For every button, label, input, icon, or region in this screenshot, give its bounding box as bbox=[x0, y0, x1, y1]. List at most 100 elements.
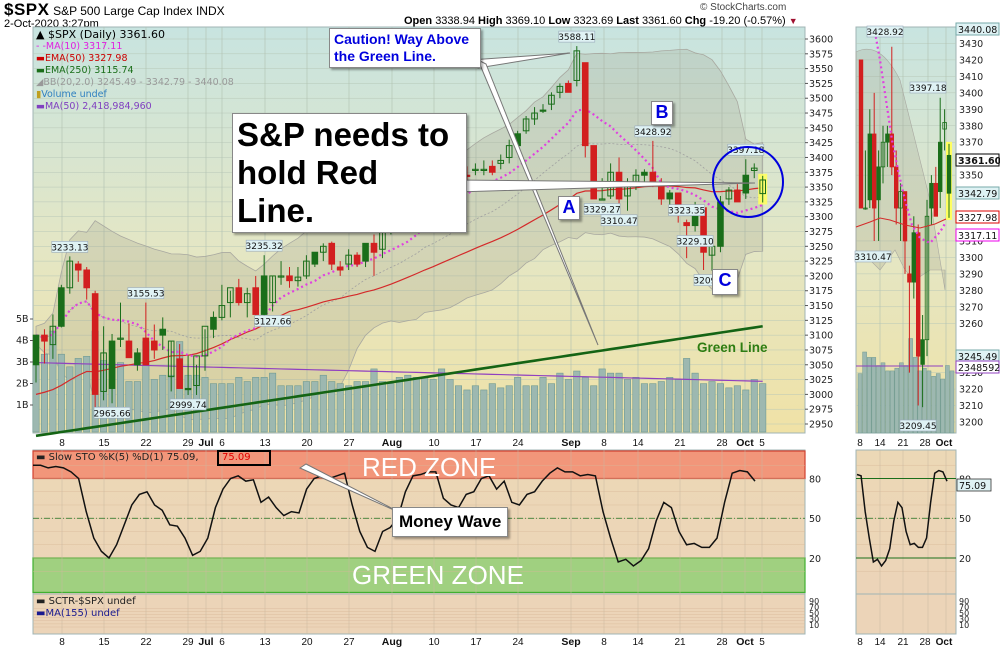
legend: ▲ $SPX (Daily) 3361.60 - -MA(10) 3317.11… bbox=[36, 29, 234, 113]
svg-text:6: 6 bbox=[219, 637, 225, 648]
legend-ma10-text: MA(10) 3317.11 bbox=[45, 41, 123, 52]
svg-text:13: 13 bbox=[259, 637, 271, 648]
svg-text:3327.98: 3327.98 bbox=[958, 213, 997, 224]
svg-text:50: 50 bbox=[959, 609, 969, 618]
legend-bb: ◢BB(20,2.0) 3245.49 - 3342.79 - 3440.08 bbox=[36, 77, 234, 88]
svg-text:8: 8 bbox=[59, 637, 65, 648]
svg-text:3450: 3450 bbox=[809, 123, 833, 134]
svg-text:80: 80 bbox=[809, 474, 821, 485]
svg-text:Oct: Oct bbox=[936, 438, 953, 449]
svg-text:2975: 2975 bbox=[809, 405, 833, 416]
legend-volume-text: Volume undef bbox=[41, 89, 107, 100]
sto-legend-text: Slow STO %K(5) %D(1) 75.09, bbox=[48, 452, 199, 463]
svg-text:Aug: Aug bbox=[382, 636, 402, 648]
label-a: A bbox=[558, 196, 580, 220]
svg-text:14: 14 bbox=[632, 438, 644, 449]
svg-text:3280: 3280 bbox=[959, 286, 983, 297]
svg-text:3310.47: 3310.47 bbox=[854, 253, 891, 263]
svg-text:15: 15 bbox=[98, 637, 110, 648]
svg-text:3175: 3175 bbox=[809, 286, 833, 297]
svg-text:14: 14 bbox=[632, 637, 644, 648]
svg-text:24: 24 bbox=[512, 438, 524, 449]
svg-text:10: 10 bbox=[428, 438, 440, 449]
svg-text:3323.35: 3323.35 bbox=[668, 207, 705, 217]
svg-text:Oct: Oct bbox=[736, 437, 754, 449]
open-value: 3338.94 bbox=[435, 15, 475, 27]
chg-value: -19.20 (-0.57%) bbox=[709, 15, 786, 27]
credit: © StockCharts.com bbox=[700, 2, 787, 13]
svg-text:30: 30 bbox=[959, 615, 969, 624]
legend-volume: ▮Volume undef bbox=[36, 89, 107, 100]
svg-text:2965.66: 2965.66 bbox=[93, 409, 130, 419]
svg-text:3361.60: 3361.60 bbox=[958, 156, 1000, 167]
svg-text:14: 14 bbox=[874, 637, 886, 648]
svg-text:3150: 3150 bbox=[809, 301, 833, 312]
svg-text:21: 21 bbox=[897, 637, 909, 648]
svg-text:3125: 3125 bbox=[809, 316, 833, 327]
high-label: High bbox=[478, 15, 503, 27]
svg-text:27: 27 bbox=[343, 637, 355, 648]
svg-text:3B: 3B bbox=[16, 357, 29, 368]
svg-text:50: 50 bbox=[959, 514, 971, 525]
svg-text:3420: 3420 bbox=[959, 55, 983, 66]
svg-text:10: 10 bbox=[959, 621, 969, 630]
svg-text:27: 27 bbox=[343, 438, 355, 449]
svg-text:8: 8 bbox=[601, 637, 607, 648]
svg-text:3475: 3475 bbox=[809, 109, 833, 120]
sctr-legend: ▬ SCTR-$SPX undef ▬MA(155) undef bbox=[36, 596, 136, 619]
svg-text:4B: 4B bbox=[16, 336, 29, 347]
svg-text:90: 90 bbox=[809, 597, 819, 606]
svg-text:3260: 3260 bbox=[959, 319, 983, 330]
svg-text:Oct: Oct bbox=[936, 637, 953, 648]
svg-text:8: 8 bbox=[59, 438, 65, 449]
svg-text:3050: 3050 bbox=[809, 360, 833, 371]
svg-text:3425: 3425 bbox=[809, 138, 833, 149]
svg-text:3575: 3575 bbox=[809, 49, 833, 60]
ma155-legend-text: MA(155) undef bbox=[45, 608, 120, 619]
svg-text:3550: 3550 bbox=[809, 64, 833, 75]
svg-text:3225: 3225 bbox=[809, 257, 833, 268]
svg-text:17: 17 bbox=[470, 637, 482, 648]
svg-text:Jul: Jul bbox=[198, 636, 213, 648]
svg-text:3428.92: 3428.92 bbox=[866, 28, 903, 38]
legend-main-text: $SPX (Daily) 3361.60 bbox=[47, 28, 166, 41]
price-panel: 3233.13 2965.66 3155.53 2999.74 3235.32 3127.… bbox=[16, 26, 833, 648]
legend-vol-ma: ▬MA(50) 2,418,984,960 bbox=[36, 101, 152, 112]
legend-vol-ma-text: MA(50) 2,418,984,960 bbox=[44, 101, 152, 112]
svg-text:10: 10 bbox=[809, 621, 819, 630]
svg-text:3100: 3100 bbox=[809, 331, 833, 342]
svg-text:3400: 3400 bbox=[959, 88, 983, 99]
svg-text:3600: 3600 bbox=[809, 35, 833, 46]
svg-text:3235.32: 3235.32 bbox=[246, 242, 283, 252]
svg-text:3397.18: 3397.18 bbox=[727, 146, 764, 156]
ohlc-summary: Open 3338.94 High 3369.10 Low 3323.69 La… bbox=[404, 15, 798, 27]
svg-text:28: 28 bbox=[919, 438, 931, 449]
svg-text:3220: 3220 bbox=[959, 385, 983, 396]
svg-text:3200: 3200 bbox=[809, 271, 833, 282]
svg-text:29: 29 bbox=[182, 438, 194, 449]
svg-text:3525: 3525 bbox=[809, 79, 833, 90]
green-zone-label: GREEN ZONE bbox=[352, 560, 524, 590]
svg-text:20: 20 bbox=[301, 637, 313, 648]
svg-text:3317.11: 3317.11 bbox=[958, 231, 997, 242]
legend-ema250-text: EMA(250) 3115.74 bbox=[44, 65, 134, 76]
svg-text:2950: 2950 bbox=[809, 420, 833, 431]
sctr-legend-text: SCTR-$SPX undef bbox=[48, 596, 136, 607]
sto-value-box: 75.09 bbox=[217, 450, 271, 466]
svg-text:50: 50 bbox=[809, 514, 821, 525]
svg-text:Sep: Sep bbox=[561, 636, 580, 648]
svg-text:Jul: Jul bbox=[198, 437, 213, 449]
chg-label: Chg bbox=[684, 15, 707, 27]
description: S&P 500 Large Cap Index bbox=[53, 4, 193, 18]
svg-text:2B: 2B bbox=[16, 379, 29, 390]
svg-text:8: 8 bbox=[601, 438, 607, 449]
legend-ema50-text: EMA(50) 3327.98 bbox=[44, 53, 128, 64]
svg-text:3290: 3290 bbox=[959, 269, 983, 280]
svg-text:5: 5 bbox=[759, 438, 765, 449]
svg-text:3310.47: 3310.47 bbox=[600, 217, 637, 227]
callout-pointers bbox=[298, 52, 756, 516]
money-wave-callout: Money Wave bbox=[392, 507, 509, 537]
svg-text:3588.11: 3588.11 bbox=[558, 33, 595, 43]
